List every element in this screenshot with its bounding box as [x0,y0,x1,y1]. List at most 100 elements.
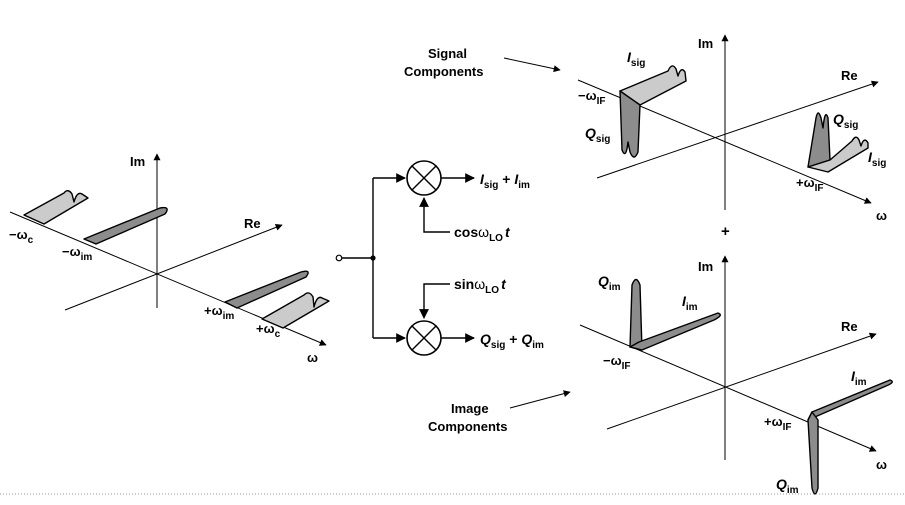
image-heading-line1: Image [451,401,489,416]
img-q-left-sub: im [609,282,621,293]
sig-i-right-sub: sig [872,158,886,169]
sig-q-left-sym: Q [585,125,596,141]
q-out-a-sub: sig [491,340,505,351]
img-i-left-sym: I [682,293,687,309]
img-neg-wif-sym: −ω [603,353,622,368]
image-omega-axis [579,324,877,452]
signal-q-left-label: Qsig [585,125,610,145]
image-re-label: Re [841,319,858,334]
neg-wc-symbol: −ω [9,227,28,242]
img-i-right-sub: im [855,377,867,388]
q-mixer [406,320,442,356]
cos-sub: LO [489,233,503,244]
image-q-right-spectrum [807,411,819,495]
image-q-left-spectrum [629,278,643,351]
signal-q-right-spectrum [807,112,831,168]
image-i-left-label: Iim [682,293,698,313]
signal-neg-wif-label: −ωIF [578,88,605,107]
sin-lo-label: sinωLO t [454,276,507,296]
sig-q-left-sub: sig [596,134,610,145]
input-neg-wc-label: −ωc [9,227,34,246]
i-out-b-sub: im [518,180,530,191]
image-components-plot: Image Components Im Re ω Qim Iim −ωIF Ii… [428,255,893,496]
img-pos-wif-sub: IF [783,422,792,433]
sin-omega: ω [474,276,485,292]
img-q-right-sub: im [787,485,799,496]
image-heading-line2: Components [428,419,507,434]
signal-components-plot: Signal Components Im Re ω Isig Qsig −ωIF… [404,34,887,223]
signal-im-label: Im [698,36,713,51]
pos-wc-symbol: +ω [256,321,275,336]
signal-q-left-spectrum [619,90,641,158]
signal-heading-pointer [503,57,561,73]
input-neg-wim-label: −ωim [62,244,92,263]
signal-i-right-label: Isig [868,149,886,169]
sig-i-right-sym: I [868,149,873,165]
cos-lo-feed [419,197,450,233]
input-spectrum-neg-wim [83,206,168,245]
sig-i-left-sym: I [627,49,632,65]
i-output-label: Isig + Iim [480,171,530,191]
cos-t: t [505,224,511,240]
q-output-label: Qsig + Qim [480,331,544,351]
image-q-right-label: Qim [776,476,799,496]
image-q-left-label: Qim [598,273,621,293]
input-pos-wim-label: +ωim [204,303,234,322]
signal-heading-line1: Signal [428,46,467,61]
sig-neg-wif-sym: −ω [578,88,597,103]
img-i-right-sym: I [851,368,856,384]
image-heading-pointer [509,390,571,409]
i-out-a: I [480,171,485,187]
sin-t: t [501,276,507,292]
sig-pos-wif-sym: +ω [796,175,815,190]
input-pos-wc-label: +ωc [256,321,281,340]
img-pos-wif-sym: +ω [764,414,783,429]
sig-q-right-sub: sig [844,120,858,131]
image-re-axis [606,332,877,430]
neg-wc-sub: c [28,235,34,246]
signal-i-left-spectrum [619,65,687,106]
signal-re-label: Re [841,68,858,83]
signal-re-axis [596,80,879,179]
neg-wim-symbol: −ω [62,244,81,259]
image-omega-label: ω [876,457,887,472]
i-out-a-sub: sig [484,180,498,191]
plus-sign: + [721,223,730,240]
input-re-axis [64,224,283,311]
signal-heading-line2: Components [404,64,483,79]
img-q-right-sym: Q [776,476,787,492]
signal-q-right-label: Qsig [833,111,858,131]
pos-wim-symbol: +ω [204,303,223,318]
q-mixer-cross-b [411,325,437,351]
input-spectrum-neg-wc [23,190,89,225]
i-mixer-cross-b [411,165,437,191]
img-q-left-sym: Q [598,273,609,289]
signal-pos-wif-label: +ωIF [796,175,823,194]
signal-i-left-label: Isig [627,49,645,69]
cos-fn: cos [454,224,478,240]
signal-i-right-spectrum [807,136,869,173]
q-out-b-sub: im [532,340,544,351]
sig-q-right-sym: Q [833,111,844,127]
img-neg-wif-sub: IF [622,361,631,372]
img-i-left-sub: im [686,302,698,313]
pos-wc-sub: c [275,329,281,340]
sin-fn: sin [454,276,474,292]
q-out-b: Q [521,331,532,347]
sig-i-left-sub: sig [631,58,645,69]
input-im-label: Im [130,154,145,169]
sin-sub: LO [485,285,499,296]
image-i-right-label: Iim [851,368,867,388]
q-out-a: Q [480,331,491,347]
image-neg-wif-label: −ωIF [603,353,630,372]
quadrature-mixer-block: Isig + Iim Qsig + Qim cosωLO t sinωLO t [335,160,544,356]
signal-omega-label: ω [876,208,887,223]
neg-wim-sub: im [81,252,93,263]
cos-omega: ω [478,224,489,240]
sin-lo-feed [419,283,450,319]
input-omega-label: ω [307,350,318,365]
i-mixer [406,160,442,196]
input-terminal [335,254,343,262]
